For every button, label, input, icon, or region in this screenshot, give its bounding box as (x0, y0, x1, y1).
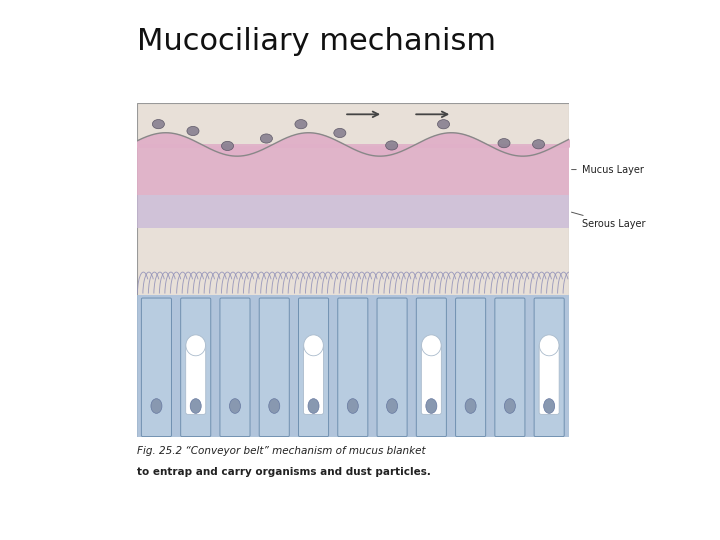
FancyBboxPatch shape (141, 298, 171, 436)
Ellipse shape (334, 129, 346, 138)
Ellipse shape (438, 120, 449, 129)
Ellipse shape (498, 139, 510, 148)
Ellipse shape (533, 140, 544, 149)
Text: Mucus Layer: Mucus Layer (572, 165, 644, 174)
Bar (137, 144, 569, 194)
Ellipse shape (387, 399, 397, 413)
FancyBboxPatch shape (421, 343, 441, 414)
Ellipse shape (421, 335, 441, 356)
FancyBboxPatch shape (220, 298, 250, 436)
Ellipse shape (465, 399, 476, 413)
Ellipse shape (222, 141, 233, 151)
FancyBboxPatch shape (539, 343, 559, 414)
Ellipse shape (261, 134, 272, 143)
Ellipse shape (544, 399, 554, 413)
Ellipse shape (295, 119, 307, 129)
Bar (137, 194, 569, 228)
Ellipse shape (386, 141, 397, 150)
FancyBboxPatch shape (377, 298, 407, 436)
Ellipse shape (190, 399, 201, 413)
FancyBboxPatch shape (181, 298, 211, 436)
Ellipse shape (426, 399, 437, 413)
FancyBboxPatch shape (259, 298, 289, 436)
FancyBboxPatch shape (534, 298, 564, 436)
FancyBboxPatch shape (456, 298, 486, 436)
Bar (137, 295, 569, 437)
Text: to entrap and carry organisms and dust particles.: to entrap and carry organisms and dust p… (137, 467, 431, 477)
FancyBboxPatch shape (416, 298, 446, 436)
Ellipse shape (347, 399, 359, 413)
Ellipse shape (539, 335, 559, 356)
Text: Fig. 25.2 “Conveyor belt” mechanism of mucus blanket: Fig. 25.2 “Conveyor belt” mechanism of m… (137, 446, 426, 456)
Text: Mucociliary mechanism: Mucociliary mechanism (137, 27, 496, 56)
Ellipse shape (186, 335, 205, 356)
FancyBboxPatch shape (495, 298, 525, 436)
Ellipse shape (153, 119, 164, 129)
FancyBboxPatch shape (338, 298, 368, 436)
Ellipse shape (230, 399, 240, 413)
Ellipse shape (505, 399, 516, 413)
Ellipse shape (151, 399, 162, 413)
FancyBboxPatch shape (304, 343, 323, 414)
Text: Serous Layer: Serous Layer (572, 212, 645, 229)
Ellipse shape (308, 399, 319, 413)
Ellipse shape (304, 335, 323, 356)
Ellipse shape (187, 126, 199, 136)
FancyBboxPatch shape (299, 298, 328, 436)
Ellipse shape (269, 399, 280, 413)
FancyBboxPatch shape (186, 343, 206, 414)
